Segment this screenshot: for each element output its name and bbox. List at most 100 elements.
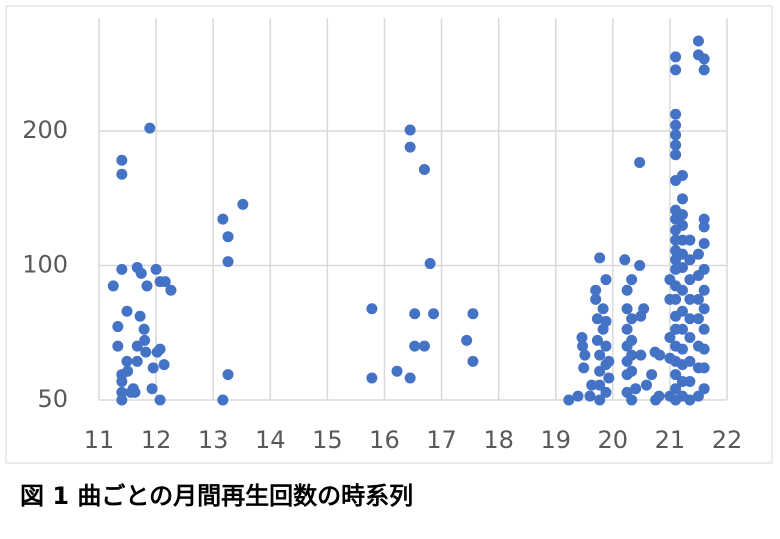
point [676,284,688,296]
point [670,383,682,395]
point [698,221,710,233]
point [600,315,612,327]
point [404,124,416,136]
point [698,263,710,275]
point [116,394,128,406]
point [467,355,479,367]
point [670,64,682,76]
point [222,231,234,243]
point [621,303,633,315]
x-tick-label: 18 [483,426,514,454]
point [653,390,665,402]
point [676,261,688,273]
chart-caption: 図 1 曲ごとの月間再生回数の時系列 [20,482,413,510]
point [603,372,615,384]
point [684,234,696,246]
point [409,340,421,352]
point [418,340,430,352]
point [670,129,682,141]
point [154,394,166,406]
point [670,51,682,63]
point [684,394,696,406]
point [676,343,688,355]
point [116,263,128,275]
point [131,340,143,352]
point [600,386,612,398]
x-tick-label: 21 [655,426,686,454]
point [222,256,234,268]
point [116,386,128,398]
point [159,276,171,288]
point [586,379,598,391]
point [676,209,688,221]
point [428,308,440,320]
point [600,340,612,352]
point [366,303,378,315]
point [626,274,638,286]
y-tick-label: 100 [22,250,68,278]
point [670,139,682,151]
point [418,163,430,175]
x-tick-label: 19 [540,426,571,454]
point [135,267,147,279]
point [698,284,710,296]
point [670,119,682,131]
point [684,254,696,266]
point [698,213,710,225]
point [664,331,676,343]
point [134,310,146,322]
point [131,355,143,367]
point [676,193,688,205]
point [222,369,234,381]
point [692,248,704,260]
x-tick-label: 22 [712,426,743,454]
point [621,284,633,296]
point [634,259,646,271]
point [424,258,436,270]
point [563,394,575,406]
point [217,394,229,406]
point [621,323,633,335]
point [146,383,158,395]
point [572,390,584,402]
point [594,349,606,361]
point [698,362,710,374]
point [165,284,177,296]
point [664,293,676,305]
x-tick-label: 20 [598,426,629,454]
point [116,154,128,166]
point [692,293,704,305]
point [698,64,710,76]
point [237,198,249,210]
point [147,362,159,374]
point [635,349,647,361]
point [590,284,602,296]
point [122,365,134,377]
point [409,308,421,320]
point [676,219,688,231]
point [646,369,658,381]
x-tick-label: 16 [369,426,400,454]
point [698,343,710,355]
point [112,321,124,333]
point [121,305,133,317]
x-tick-label: 17 [426,426,457,454]
point [698,323,710,335]
point [698,303,710,315]
point [597,303,609,315]
x-tick-label: 11 [84,426,115,454]
point [626,349,638,361]
point [692,35,704,47]
point [630,383,642,395]
point [638,303,650,315]
point [139,334,151,346]
point [467,308,479,320]
point [591,313,603,325]
point [116,168,128,180]
point [107,280,119,292]
point [129,386,141,398]
point [112,340,124,352]
point [684,355,696,367]
point [626,334,638,346]
